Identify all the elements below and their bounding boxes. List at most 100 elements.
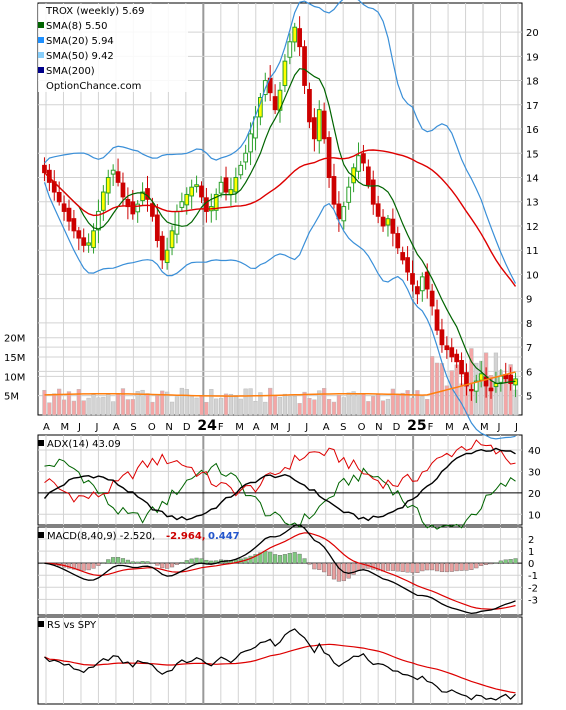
volume-bar bbox=[278, 397, 282, 415]
macd-hist-bar bbox=[332, 563, 336, 579]
candle-body bbox=[293, 27, 297, 42]
volume-bar bbox=[366, 401, 370, 415]
candle-body bbox=[239, 165, 243, 174]
price-tick-label: 7 bbox=[526, 343, 532, 354]
candle-body bbox=[244, 153, 248, 162]
price-tick-label: 20 bbox=[526, 28, 539, 39]
candle-body bbox=[371, 180, 375, 204]
adx-tick-label: 20 bbox=[528, 489, 541, 500]
sma8-swatch bbox=[38, 22, 44, 28]
rs-swatch bbox=[38, 621, 44, 627]
macd-legend: MACD(8,40,9) -2.520, -2.964, 0.447 bbox=[38, 531, 240, 542]
x-tick-label: J bbox=[94, 422, 98, 433]
volume-bar bbox=[352, 392, 356, 415]
volume-bar bbox=[121, 389, 125, 415]
volume-bar bbox=[430, 356, 434, 415]
candle-body bbox=[391, 219, 395, 233]
candle-body bbox=[455, 354, 459, 361]
volume-bar bbox=[283, 394, 287, 415]
candle-body bbox=[489, 388, 493, 391]
macd-hist-bar bbox=[494, 563, 498, 564]
volume-bar bbox=[411, 398, 415, 415]
candle-body bbox=[381, 217, 385, 226]
volume-bar bbox=[239, 399, 243, 415]
macd-tick-label: -2 bbox=[528, 583, 538, 594]
volume-bar bbox=[249, 389, 253, 415]
macd-hist-bar bbox=[263, 551, 267, 563]
macd-hist-bar bbox=[357, 563, 361, 571]
volume-bar bbox=[170, 402, 174, 415]
candle-body bbox=[308, 90, 312, 122]
macd-hist-bar bbox=[391, 563, 395, 570]
volume-bar bbox=[72, 401, 76, 415]
volume-bar bbox=[229, 394, 233, 415]
volume-bar bbox=[347, 393, 351, 415]
adx-label: ADX(14) 43.09 bbox=[47, 439, 121, 450]
price-tick-label: 8 bbox=[526, 319, 532, 330]
macd-hist-bar bbox=[504, 560, 508, 563]
candle-body bbox=[77, 231, 81, 238]
x-tick-label: O bbox=[148, 422, 156, 433]
candle-body bbox=[479, 374, 483, 380]
volume-bar bbox=[396, 394, 400, 415]
candle-body bbox=[219, 182, 223, 193]
candle-body bbox=[411, 274, 415, 285]
candle-body bbox=[72, 219, 76, 231]
macd-hist-bar bbox=[293, 552, 297, 563]
candle-body bbox=[450, 348, 454, 357]
macd-hist-bar bbox=[401, 563, 405, 572]
macd-hist-bar bbox=[121, 558, 125, 563]
x-tick-label: F bbox=[428, 422, 434, 433]
macd-hist-bar bbox=[131, 562, 135, 564]
volume-bar bbox=[106, 395, 110, 415]
price-tick-label: 16 bbox=[526, 125, 539, 136]
candle-body bbox=[175, 211, 179, 234]
volume-bar bbox=[234, 395, 238, 415]
volume-bar bbox=[97, 398, 101, 415]
candle-body bbox=[170, 231, 174, 248]
price-tick-label: 6 bbox=[526, 367, 532, 378]
macd-hist-bar bbox=[180, 562, 184, 563]
candle-body bbox=[337, 204, 341, 219]
candle-body bbox=[185, 194, 189, 204]
candle-body bbox=[87, 243, 91, 245]
candle-body bbox=[82, 238, 86, 245]
macd-hist-bar bbox=[278, 555, 282, 563]
volume-bar bbox=[401, 393, 405, 415]
macd-hist-bar bbox=[470, 563, 474, 570]
volume-bar bbox=[116, 394, 120, 415]
volume-bar bbox=[263, 402, 267, 415]
macd-hist-bar bbox=[327, 563, 331, 575]
macd-tick-label: -3 bbox=[528, 595, 538, 606]
volume-bar bbox=[435, 363, 439, 415]
volume-bar bbox=[288, 396, 292, 415]
volume-bar bbox=[376, 394, 380, 415]
volume-bar bbox=[450, 371, 454, 415]
macd-hist-bar bbox=[479, 563, 483, 566]
price-tick-label: 9 bbox=[526, 295, 532, 306]
candle-body bbox=[116, 172, 120, 183]
candle-body bbox=[470, 390, 474, 391]
macd-hist-bar bbox=[317, 563, 321, 570]
macd-hist-bar bbox=[155, 563, 159, 565]
candle-body bbox=[445, 346, 449, 350]
x-tick-label: A bbox=[253, 422, 260, 433]
volume-bar bbox=[391, 389, 395, 415]
macd-hist-bar bbox=[489, 563, 493, 564]
volume-bar bbox=[293, 396, 297, 415]
candle-body bbox=[332, 177, 336, 205]
x-tick-label: S bbox=[340, 422, 346, 433]
macd-hist-bar bbox=[185, 560, 189, 563]
x-tick-label: M bbox=[445, 422, 454, 433]
legend-title: TROX (weekly) 5.69 bbox=[45, 6, 145, 17]
macd-hist-bar bbox=[440, 563, 444, 572]
macd-hist-bar bbox=[288, 553, 292, 563]
volume-bar bbox=[219, 398, 223, 415]
macd-hist-bar bbox=[386, 563, 390, 570]
candle-body bbox=[224, 178, 228, 192]
volume-bar bbox=[195, 398, 199, 415]
x-tick-label: N bbox=[375, 422, 382, 433]
macd-hist-label: 0.447 bbox=[208, 531, 240, 542]
volume-bar bbox=[67, 392, 71, 415]
